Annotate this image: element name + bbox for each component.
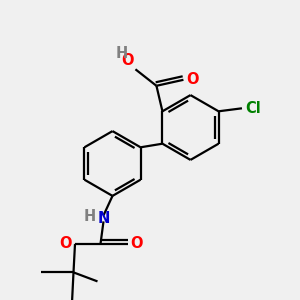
Text: O: O xyxy=(130,236,143,251)
Text: O: O xyxy=(186,72,199,87)
Text: H: H xyxy=(116,46,128,61)
Text: Cl: Cl xyxy=(245,101,261,116)
Text: O: O xyxy=(59,236,72,251)
Text: H: H xyxy=(84,209,96,224)
Text: O: O xyxy=(122,53,134,68)
Text: N: N xyxy=(97,211,110,226)
